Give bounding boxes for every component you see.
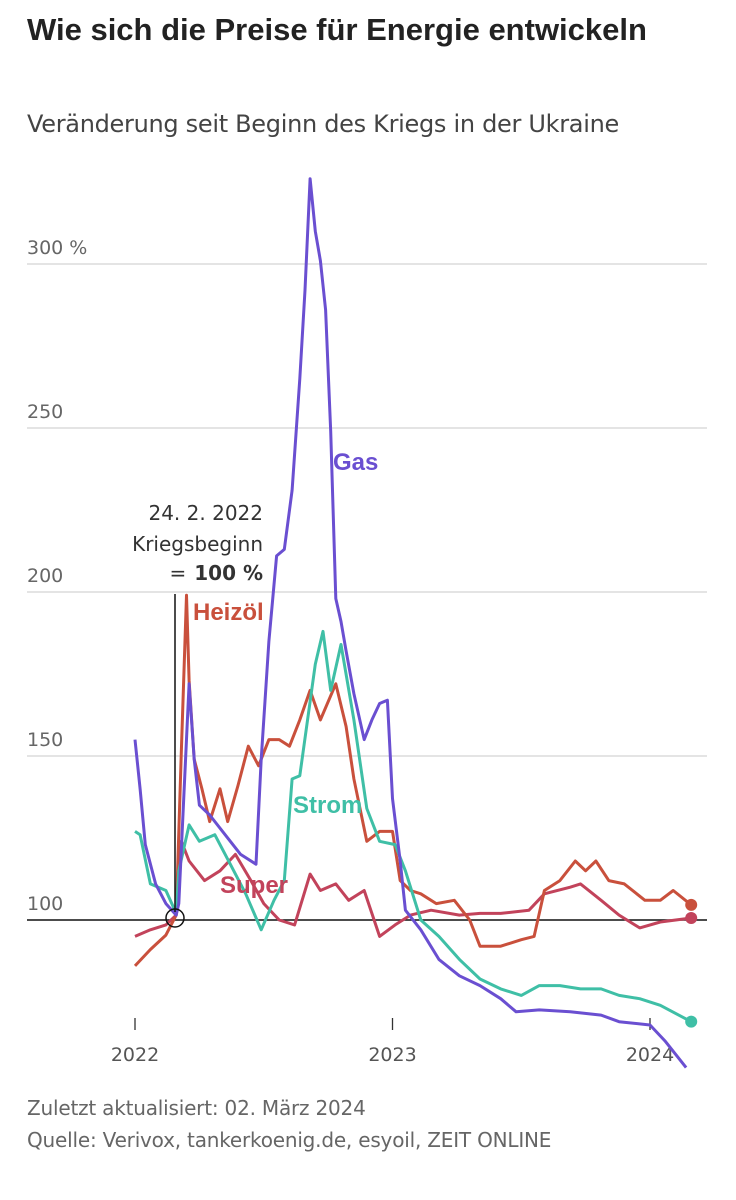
last-updated: Zuletzt aktualisiert: 02. März 2024 — [27, 1096, 366, 1120]
y-tick-label: 150 — [27, 729, 63, 751]
y-tick-label: 100 — [27, 893, 63, 915]
annotation-text: Kriegsbeginn — [132, 532, 263, 556]
source-note: Quelle: Verivox, tankerkoenig.de, esyoil… — [27, 1128, 552, 1152]
series-label-super: Super — [220, 872, 288, 899]
war-start-marker-circle — [165, 908, 185, 928]
series-line-strom — [134, 629, 692, 1024]
series-line-heizöl — [133, 593, 693, 967]
y-tick-label: 250 — [27, 401, 63, 423]
page-subtitle: Veränderung seit Beginn des Kriegs in de… — [27, 110, 619, 138]
series-label-gas: Gas — [333, 449, 378, 476]
end-dot-strom — [685, 1015, 698, 1028]
end-dot-heizöl — [685, 898, 698, 911]
annotation-date: 24. 2. 2022 — [148, 501, 263, 525]
end-dot-super — [685, 912, 698, 925]
series-line-super — [134, 839, 692, 938]
annotation-eq: = — [169, 561, 186, 585]
y-tick-label: 300 % — [27, 237, 87, 259]
x-tick-label: 2023 — [368, 1044, 416, 1066]
y-tick-label: 200 — [27, 565, 63, 587]
x-tick-label: 2024 — [626, 1044, 674, 1066]
series-line-gas — [133, 177, 688, 1069]
x-tick-label: 2022 — [111, 1044, 159, 1066]
series-label-heizöl: Heizöl — [193, 599, 264, 626]
annotation-value: = 100 % — [169, 561, 263, 585]
annotation-value-text: 100 % — [194, 561, 263, 585]
page-title: Wie sich die Preise für Energie entwicke… — [27, 12, 647, 47]
series-label-strom: Strom — [293, 792, 362, 819]
